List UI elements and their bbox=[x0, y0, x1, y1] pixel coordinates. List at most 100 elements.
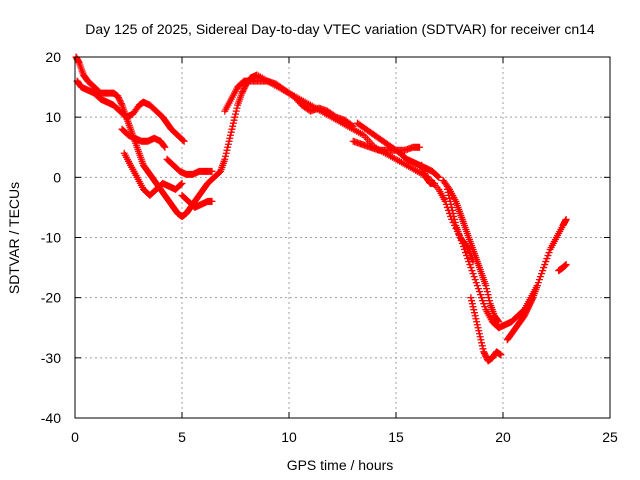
data-point bbox=[208, 167, 216, 175]
data-point bbox=[480, 348, 488, 356]
data-point bbox=[472, 315, 480, 323]
data-point bbox=[229, 122, 237, 130]
data-point bbox=[232, 110, 239, 118]
data-point bbox=[416, 143, 424, 151]
data-point bbox=[541, 261, 549, 269]
data-point bbox=[520, 312, 528, 320]
data-point bbox=[233, 104, 241, 112]
data-point bbox=[208, 197, 216, 205]
data-point bbox=[232, 107, 240, 115]
data-point bbox=[525, 303, 533, 311]
data-point bbox=[479, 345, 487, 353]
data-point bbox=[475, 288, 483, 296]
y-tick-label: -20 bbox=[41, 290, 61, 306]
data-point bbox=[117, 100, 125, 108]
data-point bbox=[482, 352, 490, 360]
data-points bbox=[72, 53, 570, 365]
y-tick-label: 20 bbox=[45, 49, 61, 65]
data-point bbox=[160, 142, 168, 150]
y-tick-label: 10 bbox=[45, 109, 61, 125]
data-point bbox=[230, 116, 238, 124]
data-point bbox=[470, 306, 478, 314]
x-tick-label: 15 bbox=[388, 429, 404, 445]
data-point bbox=[539, 267, 547, 275]
data-point bbox=[114, 92, 122, 100]
data-point bbox=[538, 270, 546, 278]
data-point bbox=[485, 294, 493, 302]
data-point bbox=[525, 301, 533, 309]
data-point bbox=[474, 285, 482, 293]
data-point bbox=[484, 291, 492, 299]
series-track-c bbox=[118, 125, 169, 151]
data-point bbox=[482, 282, 490, 290]
data-point bbox=[542, 258, 550, 266]
series-track-m bbox=[467, 294, 505, 365]
data-point bbox=[474, 324, 482, 332]
data-point bbox=[348, 121, 356, 129]
data-point bbox=[446, 197, 454, 205]
data-point bbox=[472, 279, 480, 287]
data-point bbox=[468, 267, 476, 275]
y-tick-label: -10 bbox=[41, 230, 61, 246]
series-track-n bbox=[503, 282, 541, 344]
data-point bbox=[545, 249, 553, 257]
data-point bbox=[470, 273, 478, 281]
data-point bbox=[475, 327, 483, 335]
x-tick-label: 25 bbox=[602, 429, 618, 445]
data-point bbox=[540, 264, 548, 272]
data-point bbox=[447, 200, 455, 208]
data-point bbox=[466, 261, 474, 269]
data-point bbox=[480, 349, 488, 357]
x-tick-label: 5 bbox=[178, 429, 186, 445]
data-point bbox=[478, 294, 486, 302]
data-point bbox=[161, 143, 169, 151]
data-point bbox=[470, 309, 478, 317]
tick-labels: 0 5 10 15 20 25 -40 -30 -20 -10 0 10 20 bbox=[41, 49, 618, 445]
series-track-i bbox=[353, 119, 443, 181]
data-point bbox=[528, 295, 536, 303]
data-point bbox=[349, 122, 357, 130]
x-tick-label: 20 bbox=[495, 429, 511, 445]
data-point bbox=[434, 172, 442, 180]
data-point bbox=[479, 297, 487, 305]
data-point bbox=[481, 303, 489, 311]
data-point bbox=[468, 300, 476, 308]
y-tick-label: 0 bbox=[53, 169, 61, 185]
data-point bbox=[223, 146, 231, 154]
series-track-h bbox=[349, 137, 424, 154]
y-tick-label: -40 bbox=[41, 410, 61, 426]
data-point bbox=[238, 89, 246, 97]
data-point bbox=[495, 318, 503, 326]
data-point bbox=[476, 333, 484, 341]
data-point bbox=[115, 94, 123, 102]
data-point bbox=[469, 258, 477, 266]
data-point bbox=[468, 297, 476, 305]
data-point bbox=[477, 336, 485, 344]
data-point bbox=[446, 194, 453, 202]
data-point bbox=[462, 249, 470, 257]
data-point bbox=[451, 218, 459, 226]
series-track-b bbox=[73, 77, 188, 145]
data-point bbox=[224, 143, 232, 151]
data-point bbox=[544, 252, 552, 260]
data-point bbox=[473, 282, 481, 290]
data-point bbox=[224, 140, 232, 148]
data-point bbox=[528, 297, 536, 305]
data-point bbox=[241, 83, 249, 91]
plot-frame bbox=[74, 56, 611, 419]
data-point bbox=[527, 298, 535, 306]
data-point bbox=[562, 215, 570, 223]
data-point bbox=[521, 310, 529, 318]
data-point bbox=[497, 351, 505, 359]
data-point bbox=[221, 155, 229, 163]
data-point bbox=[483, 285, 491, 293]
series-track-j bbox=[418, 161, 439, 187]
x-tick-label: 10 bbox=[281, 429, 297, 445]
data-point bbox=[523, 306, 531, 314]
data-point bbox=[475, 330, 483, 338]
chart-title: Day 125 of 2025, Sidereal Day-to-day VTE… bbox=[85, 21, 595, 37]
data-point bbox=[543, 255, 551, 263]
data-point bbox=[449, 209, 457, 217]
data-point bbox=[431, 179, 439, 187]
